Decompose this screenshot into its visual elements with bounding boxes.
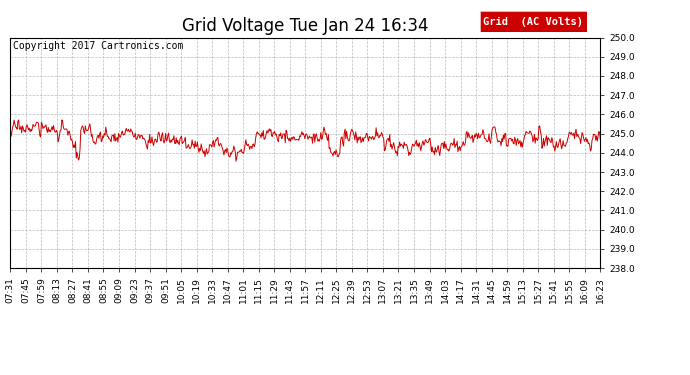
Title: Grid Voltage Tue Jan 24 16:34: Grid Voltage Tue Jan 24 16:34 (182, 16, 428, 34)
Text: Grid  (AC Volts): Grid (AC Volts) (483, 16, 583, 27)
Text: Copyright 2017 Cartronics.com: Copyright 2017 Cartronics.com (13, 41, 184, 51)
